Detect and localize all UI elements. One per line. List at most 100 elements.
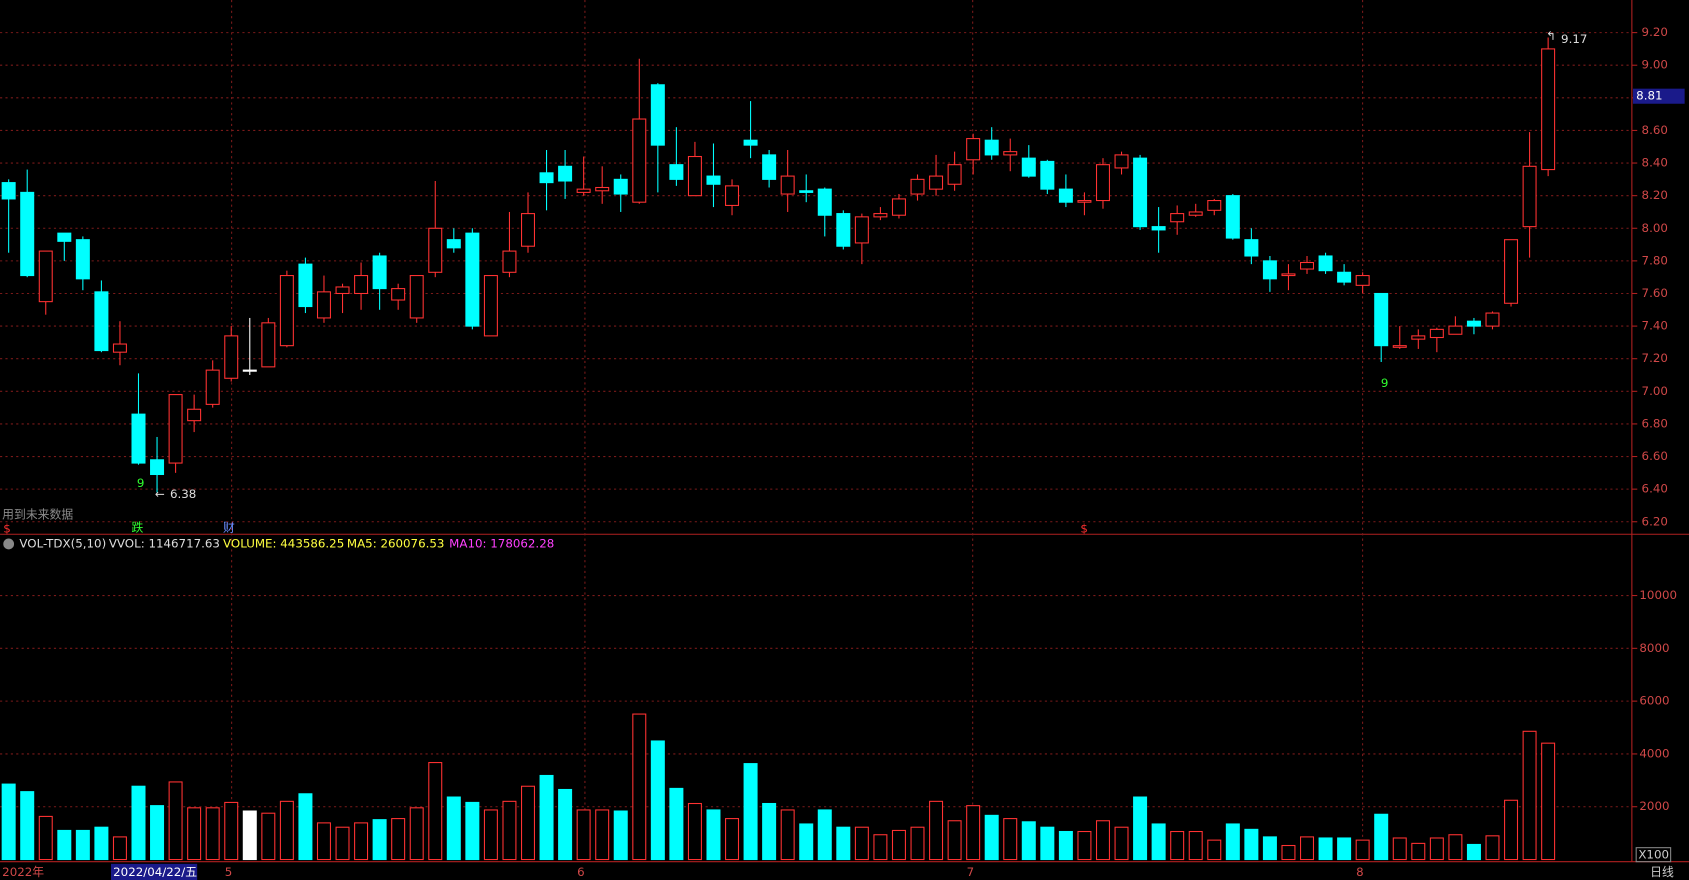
cursor-date: 2022/04/22/五 [113,865,197,879]
candle-body [446,239,461,249]
candle-body [1170,213,1185,223]
candle-body [409,275,424,319]
volume-bar [1411,842,1426,861]
candle-body [1244,239,1259,257]
y-tick-label: 7.80 [1642,253,1668,267]
candle-body [1522,165,1537,228]
y-tick-label: 6.20 [1642,514,1668,528]
x-tick-label: 6 [577,865,585,879]
candle-body [1485,312,1500,327]
volume-bar [799,823,814,861]
candle-body [1058,188,1073,203]
indicator-ma5: MA5: 260076.53 [347,536,445,550]
y-tick-label: 7.60 [1642,286,1668,300]
candle-body [1300,261,1315,270]
indicator-ma10: MA10: 178062.28 [449,536,554,550]
x-tick-label: 7 [967,865,975,879]
volume-bar [1058,830,1073,861]
candle-body [817,188,832,216]
volume-unit: X100 [1638,848,1669,862]
y-tick-label: 7.40 [1642,319,1668,333]
indicator-icon[interactable] [3,538,15,550]
candle-body [279,275,294,347]
y-tick-label: 8.40 [1642,156,1668,170]
volume-bar [539,774,554,861]
candle-body [483,275,498,337]
candle-body [428,227,443,273]
x-tick-label: 8 [1356,865,1364,879]
candle-body [558,165,573,182]
marker: $ [1080,521,1088,535]
candle-body [910,178,925,195]
volume-bar [168,781,183,861]
y2-tick-label: 8000 [1639,641,1669,655]
volume-bar [1374,813,1389,861]
y-tick-label: 6.40 [1642,482,1668,496]
candle-body [891,198,906,216]
volume-bar [1188,830,1203,861]
candle-body [1281,273,1296,277]
volume-bar [1318,837,1333,861]
candle-body [929,175,944,190]
volume-bar [354,822,369,861]
candle-body [1318,255,1333,272]
volume-bar [279,800,294,861]
candle-body [391,288,406,301]
volume-bar [1170,830,1185,861]
signal: 9 [137,476,145,490]
volume-bar [1095,820,1110,861]
volume-bar [910,826,925,861]
volume-bar [576,809,591,861]
candle-body [1466,320,1481,327]
candle-body [576,188,591,193]
volume-bar [1021,821,1036,861]
y2-tick-label: 2000 [1639,799,1669,813]
candle-body [316,291,331,319]
y-tick-label: 8.20 [1642,188,1668,202]
y-tick-label: 8.60 [1642,123,1668,137]
volume-bar [1466,843,1481,861]
candle-body [1114,154,1129,169]
volume-bar [762,802,777,861]
candle-body [687,155,702,197]
candle-body [1133,157,1148,228]
candle-body [205,369,220,405]
volume-bar [187,807,202,861]
candle-body [131,413,146,464]
volume-bar [558,788,573,861]
volume-bar [1244,828,1259,861]
marker: 跌 [131,520,143,534]
volume-bar [1133,796,1148,861]
high-label: 9.17 [1561,32,1587,46]
candle-body [57,232,72,242]
volume-bar [873,834,888,861]
volume-bar [725,818,740,861]
candle-body [465,232,480,327]
volume-bar [817,809,832,861]
low-label: 6.38 [170,487,196,501]
candle-body [1,182,16,200]
y-tick-label: 9.20 [1642,25,1668,39]
candle-body [521,213,536,247]
volume-bar [1207,839,1222,861]
candle-body [354,275,369,295]
y-tick-label: 6.60 [1642,449,1668,463]
volume-bar [613,810,628,861]
candle-body [780,175,795,195]
candle-body [298,263,313,308]
volume-bar [1281,844,1296,861]
volume-bar [632,713,647,861]
volume-bar [595,809,610,861]
volume-bar [150,805,165,861]
candle-body [706,175,721,185]
candle-body [1448,325,1463,335]
candle-body [502,250,517,273]
volume-bar [483,809,498,861]
candle-body [1262,260,1277,280]
volume-bar [1114,826,1129,861]
candle-body [242,369,257,372]
volume-bar [316,822,331,861]
volume-bar [836,826,851,861]
